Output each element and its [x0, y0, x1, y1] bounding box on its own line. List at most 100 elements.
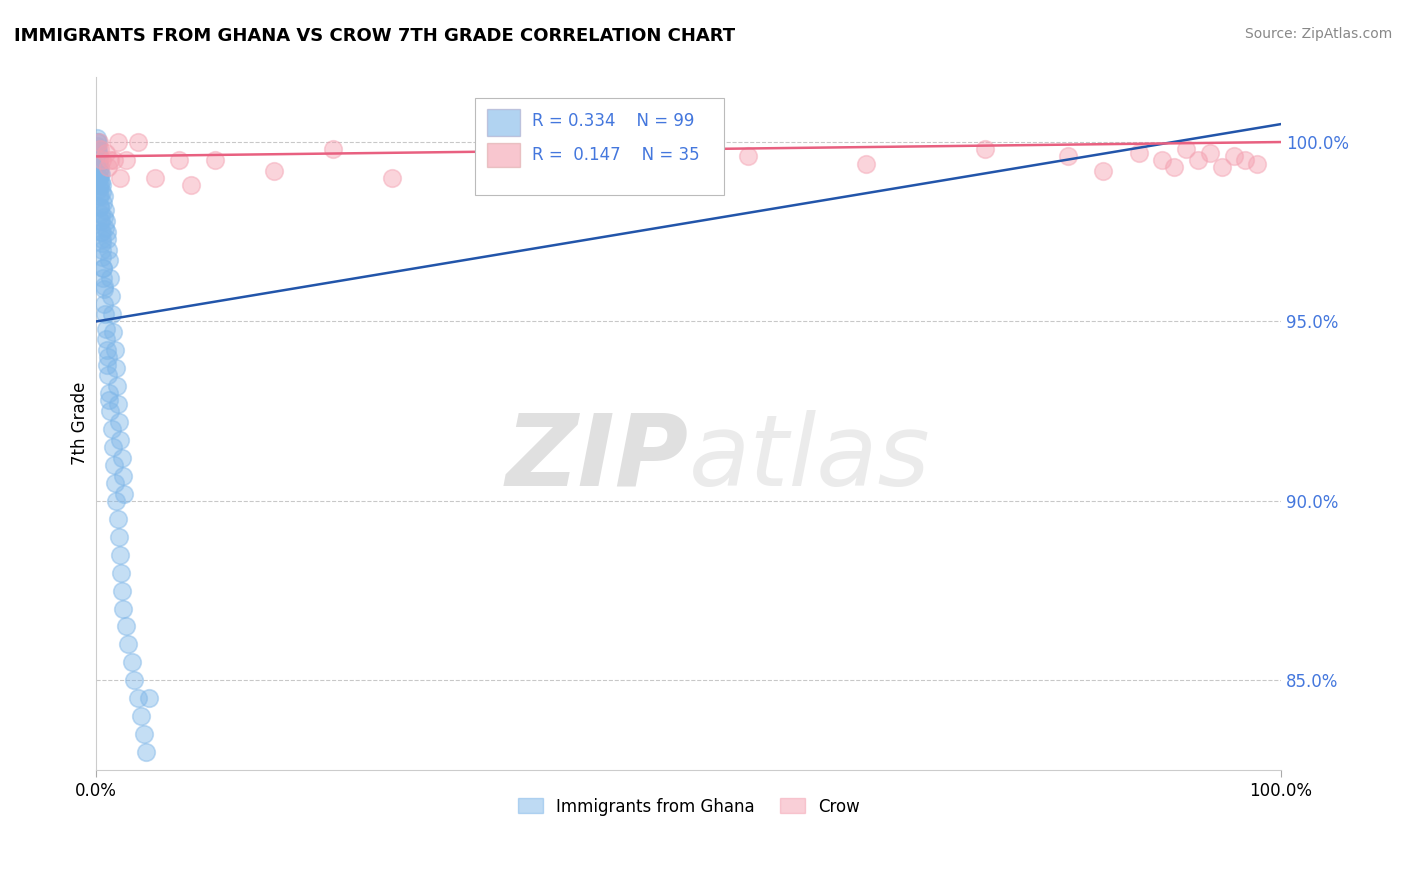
Point — [96, 343, 118, 358]
Point — [103, 343, 125, 358]
Point — [101, 440, 124, 454]
Text: R = 0.334    N = 99: R = 0.334 N = 99 — [533, 112, 695, 130]
Point — [87, 149, 110, 163]
Point — [90, 174, 112, 188]
Point — [87, 153, 110, 167]
Point — [86, 138, 108, 153]
Point — [93, 282, 115, 296]
Point — [96, 225, 118, 239]
Point — [89, 142, 111, 156]
Point — [1092, 163, 1115, 178]
Point — [97, 253, 120, 268]
Text: Source: ZipAtlas.com: Source: ZipAtlas.com — [1244, 27, 1392, 41]
Point — [90, 186, 112, 200]
Point — [110, 433, 132, 447]
Point — [87, 135, 110, 149]
Point — [93, 203, 115, 218]
Point — [263, 163, 285, 178]
Point — [108, 170, 131, 185]
Point — [90, 225, 112, 239]
Point — [103, 458, 125, 472]
Point — [107, 512, 129, 526]
Point — [105, 494, 128, 508]
Point — [1211, 160, 1233, 174]
Point — [135, 745, 157, 759]
Point — [1163, 160, 1185, 174]
Point — [87, 178, 110, 193]
Point — [737, 149, 759, 163]
Point — [117, 637, 139, 651]
Point — [100, 289, 122, 303]
Point — [100, 404, 122, 418]
Point — [114, 153, 136, 167]
Point — [97, 243, 120, 257]
Point — [1246, 156, 1268, 170]
Point — [111, 450, 134, 465]
Point — [1128, 145, 1150, 160]
Point — [499, 153, 522, 167]
Point — [86, 135, 108, 149]
Point — [97, 160, 120, 174]
Point — [103, 153, 125, 167]
Point — [89, 189, 111, 203]
Point — [86, 131, 108, 145]
Point — [91, 260, 114, 275]
Point — [86, 145, 108, 160]
Point — [94, 307, 117, 321]
Point — [94, 221, 117, 235]
Point — [93, 189, 115, 203]
Point — [87, 163, 110, 178]
Point — [89, 178, 111, 193]
Point — [105, 379, 128, 393]
Point — [1175, 142, 1198, 156]
Point — [619, 163, 641, 178]
Point — [108, 548, 131, 562]
Text: atlas: atlas — [689, 409, 931, 507]
Point — [96, 332, 118, 346]
Point — [90, 207, 112, 221]
Point — [97, 368, 120, 383]
Point — [101, 307, 124, 321]
Point — [89, 200, 111, 214]
Point — [91, 271, 114, 285]
Point — [111, 583, 134, 598]
Point — [1187, 153, 1209, 167]
Point — [180, 178, 202, 193]
Point — [122, 673, 145, 688]
Point — [86, 142, 108, 156]
Point — [1199, 145, 1222, 160]
Point — [91, 232, 114, 246]
Point — [104, 361, 127, 376]
Point — [1222, 149, 1244, 163]
Point — [89, 167, 111, 181]
Point — [381, 170, 404, 185]
Bar — [486, 144, 520, 168]
Point — [98, 393, 121, 408]
Point — [107, 530, 129, 544]
Point — [86, 142, 108, 156]
Point — [114, 619, 136, 633]
Text: R =  0.147    N = 35: R = 0.147 N = 35 — [533, 146, 700, 164]
Text: ZIP: ZIP — [506, 409, 689, 507]
Point — [90, 167, 112, 181]
Point — [87, 156, 110, 170]
Point — [96, 358, 118, 372]
Point — [1152, 153, 1174, 167]
Point — [93, 211, 115, 225]
Y-axis label: 7th Grade: 7th Grade — [72, 382, 89, 466]
Point — [107, 135, 129, 149]
Point — [89, 160, 111, 174]
Point — [86, 149, 108, 163]
Point — [1234, 153, 1257, 167]
Point — [204, 153, 226, 167]
Point — [94, 214, 117, 228]
Point — [1056, 149, 1078, 163]
Point — [91, 260, 114, 275]
Point — [87, 170, 110, 185]
Point — [127, 135, 149, 149]
Point — [89, 214, 111, 228]
Point — [93, 278, 115, 293]
Point — [98, 386, 121, 401]
Point — [107, 397, 129, 411]
Point — [103, 325, 125, 339]
